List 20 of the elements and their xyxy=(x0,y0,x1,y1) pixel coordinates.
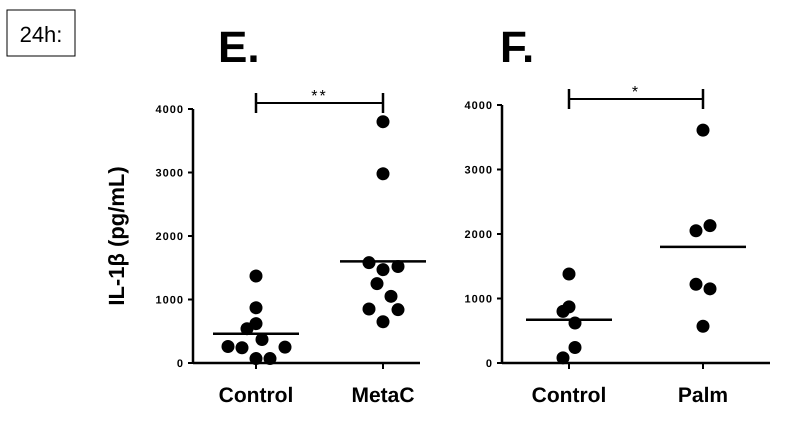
y-tick-label: 2000 xyxy=(464,228,493,241)
x-tick-label: Control xyxy=(218,384,294,407)
text: * xyxy=(632,84,640,101)
y-tick-label: 3000 xyxy=(464,164,493,176)
text: 24h: xyxy=(20,22,62,47)
y-tick-label: 1000 xyxy=(156,294,184,306)
x-tick-label: Control xyxy=(532,384,606,407)
y-tick-label: 1000 xyxy=(464,293,493,306)
y-tick-label: 0 xyxy=(176,358,184,370)
y-tick-label: 4000 xyxy=(464,100,493,112)
x-tick-label: Palm xyxy=(678,384,728,407)
y-tick-label: 2000 xyxy=(156,230,184,243)
y-tick-label: 0 xyxy=(486,358,493,370)
y-axis-title: IL-1β (pg/mL) xyxy=(104,166,129,306)
chart-title: E. xyxy=(218,23,260,72)
text: ** xyxy=(311,88,328,105)
chart-title: F. xyxy=(500,23,534,72)
x-tick-label: MetaC xyxy=(351,384,415,407)
y-tick-label: 3000 xyxy=(156,167,184,180)
y-tick-label: 4000 xyxy=(156,104,184,116)
